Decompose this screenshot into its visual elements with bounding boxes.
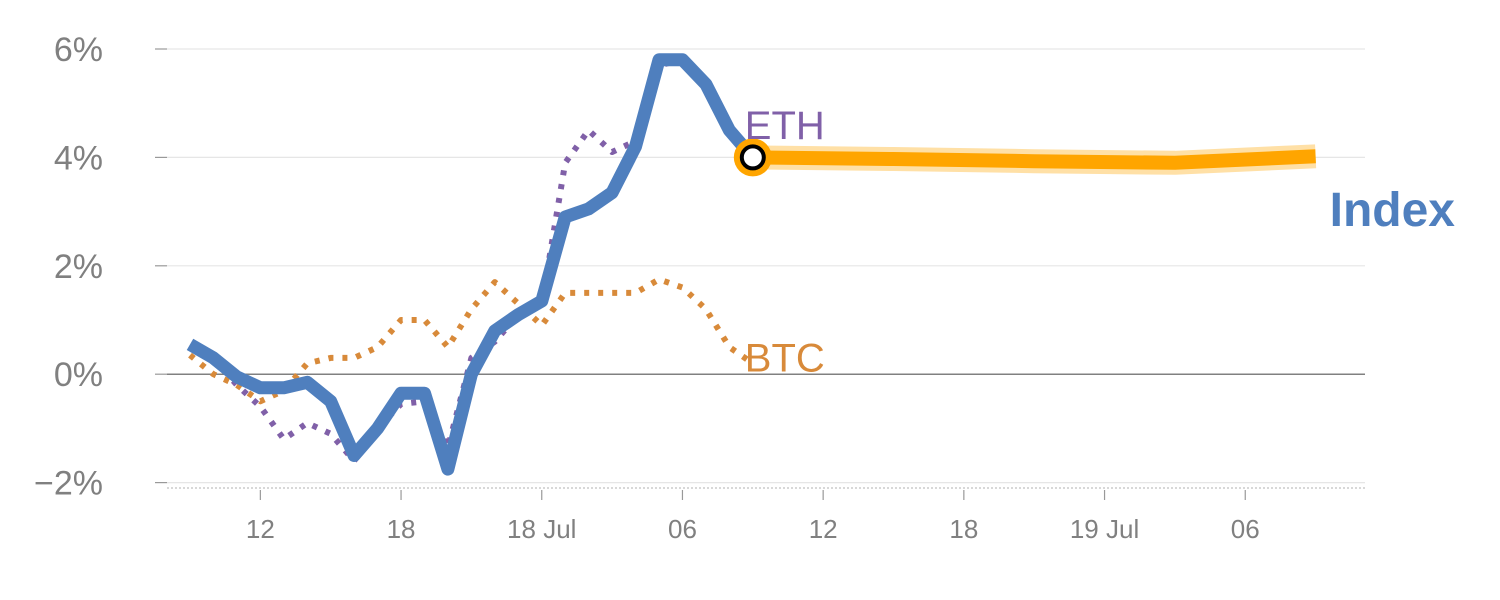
y-tick-label: 0% xyxy=(54,356,103,394)
y-tick-label: 2% xyxy=(54,248,103,286)
eth-series-label: ETH xyxy=(745,104,825,148)
x-tick-label: 06 xyxy=(668,514,697,544)
index-line xyxy=(186,53,758,476)
x-tick-label: 06 xyxy=(1231,514,1260,544)
eth-line xyxy=(188,56,756,464)
x-tick-label: 19 Jul xyxy=(1070,514,1139,544)
marker-dot xyxy=(739,144,766,171)
index-series-label: Index xyxy=(1330,184,1456,237)
x-tick-label: 18 xyxy=(949,514,978,544)
x-axis-ticks: 12 18 18 Jul 06 12 18 19 Jul 06 xyxy=(246,490,1260,544)
x-tick-label: 18 xyxy=(387,514,416,544)
y-tick-label: 4% xyxy=(54,139,103,177)
y-tick-label: −2% xyxy=(34,465,103,503)
btc-series-label: BTC xyxy=(745,336,825,380)
x-tick-label: 12 xyxy=(246,514,275,544)
series-labels: ETH BTC Index xyxy=(745,104,1455,380)
x-tick-label: 12 xyxy=(809,514,838,544)
y-axis-ticks: 6% 4% 2% 0% −2% xyxy=(34,31,103,503)
y-tick-label: 6% xyxy=(54,31,103,69)
series-lines xyxy=(186,53,1317,476)
x-tick-label: 18 Jul xyxy=(507,514,576,544)
forecast-line xyxy=(752,149,1316,170)
current-point-marker xyxy=(733,138,772,177)
